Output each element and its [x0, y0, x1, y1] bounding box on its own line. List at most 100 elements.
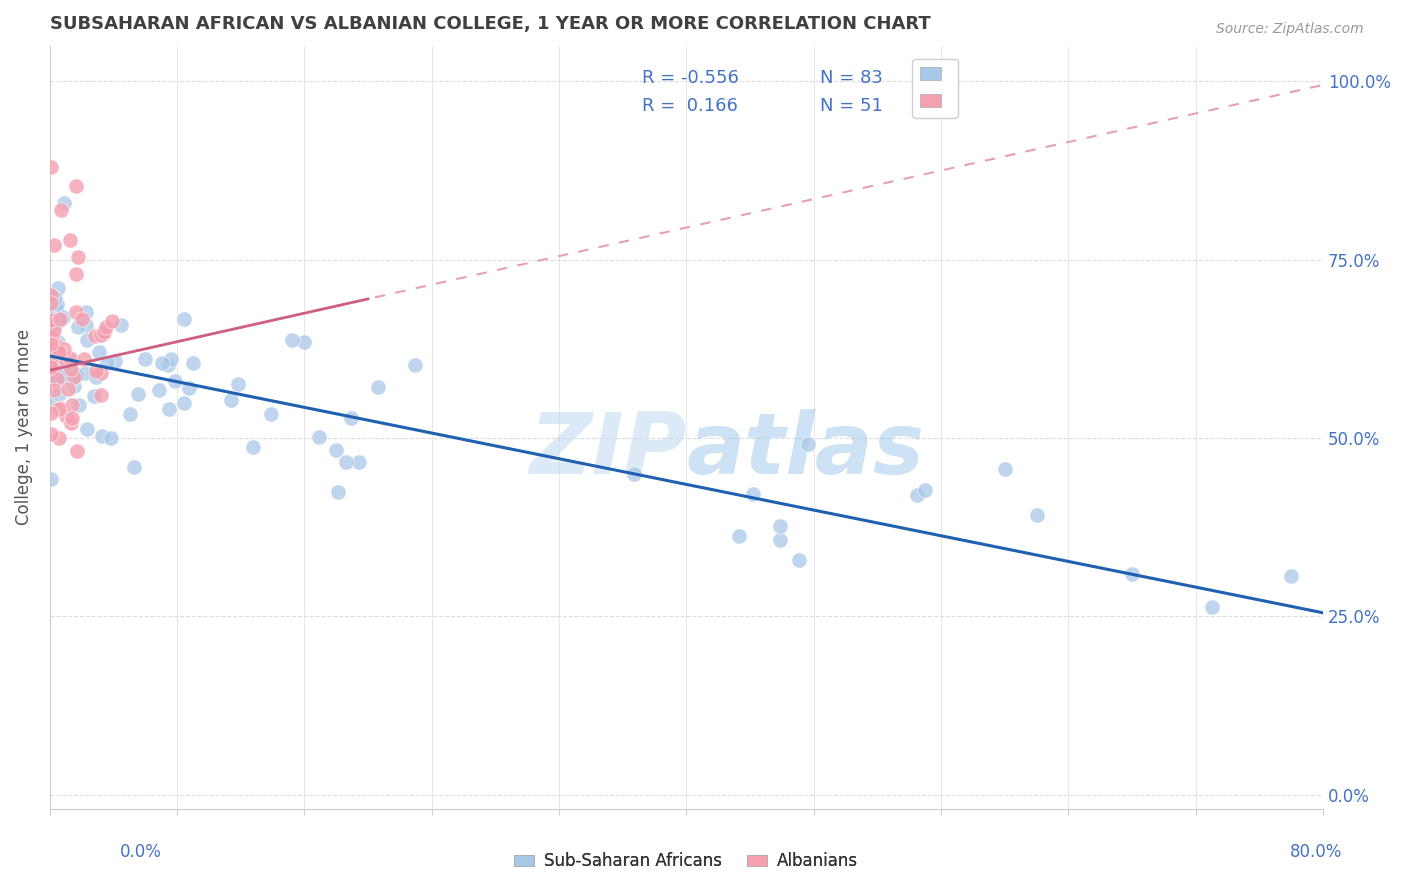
Point [76, 333, 98, 347]
Point [53, 342, 76, 356]
Point [159, 352, 181, 367]
Text: 0.0%: 0.0% [120, 843, 162, 861]
Point [75, 305, 97, 319]
Point [260, 407, 283, 421]
Point [65, 267, 87, 281]
Text: 80.0%: 80.0% [1291, 843, 1343, 861]
Point [56, 351, 79, 366]
Point [42, 318, 65, 333]
Point [44, 238, 66, 252]
Point [46, 297, 69, 311]
Point [41, 329, 63, 343]
Point [39, 312, 62, 326]
Point [177, 381, 200, 395]
Point [48, 387, 70, 401]
Point [159, 402, 181, 417]
Point [48, 431, 70, 445]
Point [41, 294, 63, 309]
Point [44, 291, 66, 305]
Point [339, 410, 361, 425]
Point [367, 379, 389, 393]
Point [219, 393, 242, 408]
Point [156, 359, 179, 373]
Point [96, 356, 118, 370]
Point [623, 467, 645, 482]
Point [59, 351, 82, 365]
Point [150, 356, 173, 370]
Text: ZIP: ZIP [529, 409, 686, 491]
Point [45, 359, 67, 373]
Point [60, 411, 83, 425]
Text: R =  0.166: R = 0.166 [641, 97, 738, 115]
Legend: Sub-Saharan Africans, Albanians: Sub-Saharan Africans, Albanians [508, 846, 865, 877]
Point [63, 378, 86, 392]
Point [163, 374, 186, 388]
Point [60, 372, 83, 386]
Point [349, 455, 371, 469]
Point [39, 426, 62, 441]
Point [727, 529, 749, 543]
Point [84, 370, 107, 384]
Point [42, 383, 65, 397]
Text: Source: ZipAtlas.com: Source: ZipAtlas.com [1216, 22, 1364, 37]
Point [70, 311, 93, 326]
Point [45, 372, 67, 386]
Point [42, 323, 65, 337]
Point [63, 370, 86, 384]
Point [55, 409, 77, 424]
Point [93, 325, 115, 339]
Point [39, 288, 62, 302]
Point [41, 337, 63, 351]
Point [52, 354, 75, 368]
Point [39, 472, 62, 486]
Text: R = -0.556: R = -0.556 [641, 69, 738, 87]
Point [48, 402, 70, 417]
Point [65, 304, 87, 318]
Point [100, 431, 122, 445]
Point [60, 398, 83, 412]
Point [96, 320, 118, 334]
Text: N = 51: N = 51 [820, 97, 883, 115]
Point [87, 345, 110, 359]
Point [1279, 569, 1302, 583]
Point [39, 337, 62, 351]
Point [39, 397, 62, 411]
Point [124, 459, 146, 474]
Point [769, 533, 792, 548]
Point [84, 364, 107, 378]
Point [1121, 566, 1143, 581]
Point [41, 160, 63, 174]
Point [914, 483, 936, 497]
Text: SUBSAHARAN AFRICAN VS ALBANIAN COLLEGE, 1 YEAR OR MORE CORRELATION CHART: SUBSAHARAN AFRICAN VS ALBANIAN COLLEGE, … [49, 15, 931, 33]
Point [101, 314, 124, 328]
Point [90, 327, 112, 342]
Point [39, 341, 62, 355]
Point [46, 339, 69, 353]
Point [83, 329, 105, 343]
Point [41, 334, 63, 348]
Point [787, 553, 810, 567]
Point [104, 354, 127, 368]
Point [226, 377, 249, 392]
Point [308, 430, 330, 444]
Point [905, 488, 928, 502]
Point [53, 366, 76, 380]
Point [51, 369, 73, 384]
Point [796, 437, 818, 451]
Point [75, 366, 97, 380]
Point [118, 407, 141, 421]
Point [335, 455, 357, 469]
Point [110, 318, 132, 333]
Point [48, 314, 70, 328]
Point [91, 429, 114, 443]
Point [768, 519, 790, 533]
Point [1201, 600, 1223, 615]
Point [994, 462, 1017, 476]
Point [41, 406, 63, 420]
Point [73, 351, 96, 366]
Point [404, 359, 426, 373]
Point [49, 401, 72, 415]
Point [326, 484, 349, 499]
Text: atlas: atlas [686, 409, 925, 491]
Point [67, 320, 90, 334]
